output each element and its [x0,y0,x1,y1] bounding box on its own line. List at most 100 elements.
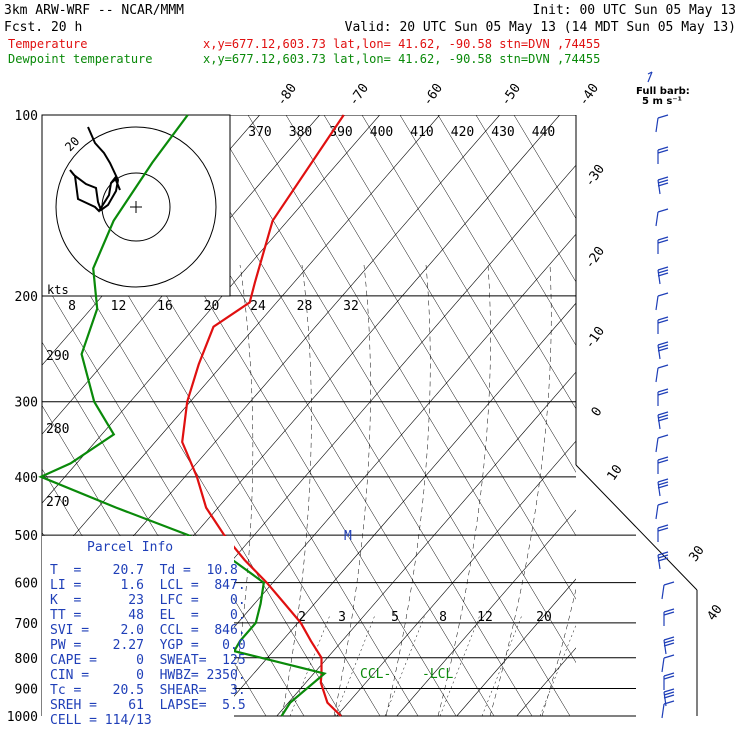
temperature-location-line: x,y=677.12,603.73 lat,lon= 41.62, -90.58… [203,37,600,51]
parcel-row: PW = 2.27 YGP = 0.0 [50,638,246,653]
isotherm-label: -80 [274,81,300,109]
dewpoint-profile-line [38,114,327,717]
theta-e-label: 420 [451,125,474,140]
parcel-row: CAPE = 0 SWEAT= 125 [50,653,246,668]
wind-barb-flag [657,266,669,271]
init-time: Init: 00 UTC Sun 05 May 13 [533,3,737,18]
dry-adiabat-line [437,115,576,346]
mixing-ratio-line [439,614,481,716]
m-annotation: M [344,529,352,544]
wind-barb-flag [657,316,669,321]
dry-adiabat-line [42,278,305,716]
parcel-row: CELL = 114/13 [50,713,152,728]
thermo-grid [42,115,576,716]
isotherm-line [276,371,576,716]
isotherm-label: 40 [704,602,725,623]
theta-label: 290 [46,349,69,364]
wind-barb-flag [663,611,675,616]
dry-adiabat-line [209,115,571,716]
mixing-ratio-label: 5 [391,610,399,625]
wind-barb-flag [663,675,675,680]
theta-e-label: 400 [370,125,393,140]
wind-barb-flag [663,700,675,705]
dewpoint-legend-label: Dewpoint temperature [8,52,153,66]
temperature-legend-label: Temperature [8,37,87,51]
isotherm-line [456,578,576,716]
wind-barb-flag [657,554,669,559]
wind-barb-flag [657,344,669,349]
hodograph-speed-label: 12 [111,299,127,314]
wind-barb-flag [657,236,669,241]
pressure-tick-label: 1000 [7,710,38,725]
right-axis-slant [575,464,698,591]
wind-barb-flag [663,581,675,586]
pressure-tick-label: 200 [15,290,38,305]
parcel-row: Tc = 20.5 SHEAR= 3. [50,683,246,698]
lcl-annotation: -LCL [422,667,453,682]
mixing-ratio-label: 8 [439,610,447,625]
mixing-ratio-line [289,614,331,716]
mixing-ratio-label: 12 [477,610,493,625]
full-barb-sample-tick [647,71,653,75]
moist-adiabat-line [437,264,491,716]
parcel-info-title: Parcel Info [87,540,173,555]
pressure-tick-label: 400 [15,471,38,486]
hodograph-speed-label: 24 [250,299,266,314]
wind-barb-flag [657,364,669,369]
theta-label: 280 [46,422,69,437]
mixing-ratio-line [481,614,523,716]
wind-barb-flag [663,688,675,693]
parcel-row: TT = 48 EL = 0. [50,608,246,623]
hodograph-speed-label: 32 [343,299,359,314]
wind-barb-flag [657,179,669,184]
dewpoint-location-line: x,y=677.12,603.73 lat,lon= 41.62, -90.58… [203,52,600,66]
wind-barb-flag [657,388,669,393]
mixing-ratio-label: 3 [338,610,346,625]
model-title: 3km ARW-WRF -- NCAR/MMM [4,3,184,18]
isotherm-line [336,440,576,716]
dry-adiabat-line [361,115,576,473]
isotherm-label: 30 [686,543,707,564]
wind-barb-shaft [655,117,659,133]
hodograph-speed-label: 28 [297,299,313,314]
parcel-row: CIN = 0 HWBZ= 2350. [50,668,246,683]
wind-barb-flag [663,608,675,613]
wind-barb-shaft [655,504,659,520]
isotherm-label: -30 [582,162,608,190]
wind-barb-flag [657,149,669,154]
pressure-tick-label: 900 [15,682,38,697]
wind-barb-shaft [655,437,659,453]
wind-barb-column [655,114,675,719]
isotherm-label: 0 [589,404,606,419]
wind-barb-flag [657,347,669,352]
theta-e-label: 440 [532,125,555,140]
wind-barb-shaft [661,703,665,719]
pressure-tick-label: 500 [15,529,38,544]
hodograph-ring [55,126,217,288]
isotherm-line [216,302,576,716]
wind-barb-flag [657,411,669,416]
isotherm-label: -50 [498,81,524,109]
wind-barb-flag [657,417,669,422]
wind-barb-flag [657,459,669,464]
moist-adiabat-line [281,264,312,716]
wind-barb-flag [657,551,669,556]
wind-barb-flag [657,208,669,213]
wind-barb-flag [657,456,669,461]
wind-barb-flag [657,146,669,151]
wind-barb-flag [657,239,669,244]
mixing-ratio-line [334,614,376,716]
dry-adiabat-line [323,115,576,537]
theta-e-label: 410 [410,125,433,140]
parcel-row: T = 20.7 Td = 10.8 [50,563,238,578]
isotherm-line [396,509,576,716]
dry-adiabat-line [42,214,343,716]
isotherm-label: -60 [420,81,446,109]
wind-barb-flag [657,391,669,396]
wind-barb-flag [657,272,669,277]
isotherm-line [42,115,320,435]
isotherm-label: -20 [582,244,608,272]
wind-barb-shaft [661,584,665,600]
